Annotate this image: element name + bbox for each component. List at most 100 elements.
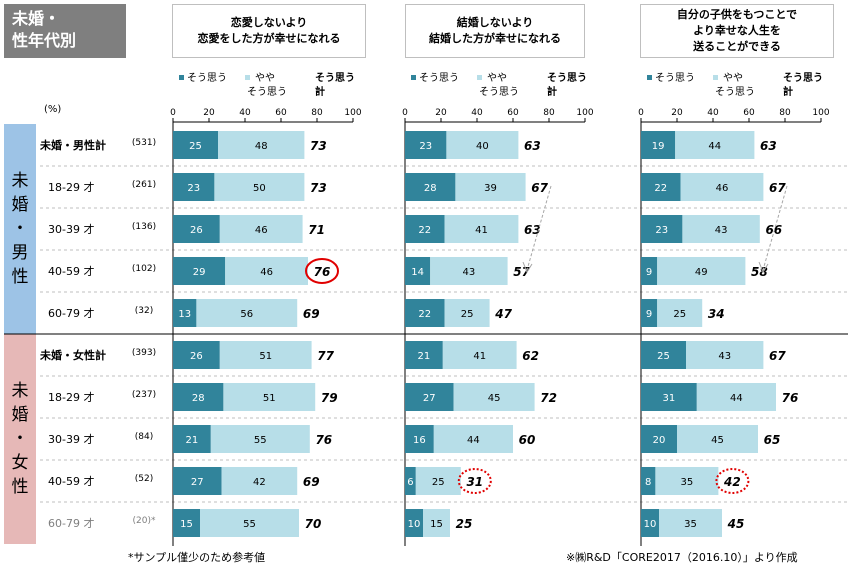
row-label: 60-79 才 bbox=[48, 307, 95, 320]
bar-weak-label: 51 bbox=[259, 351, 272, 362]
bar-weak bbox=[444, 215, 519, 243]
row-label: 18-29 才 bbox=[48, 181, 95, 194]
group-label-char: 性 bbox=[11, 477, 29, 497]
bar-strong bbox=[641, 173, 681, 201]
bar-weak bbox=[430, 257, 508, 285]
bar-strong bbox=[641, 215, 683, 243]
bar-weak bbox=[444, 299, 490, 327]
bar-strong bbox=[405, 215, 445, 243]
bar-strong-label: 9 bbox=[646, 267, 652, 278]
bar-weak-label: 49 bbox=[695, 267, 708, 278]
legend-strong: そう思う bbox=[419, 73, 459, 84]
bar-weak-label: 44 bbox=[708, 141, 721, 152]
bar-strong bbox=[641, 341, 686, 369]
row-sample-size: (261) bbox=[131, 180, 157, 190]
total-label: 70 bbox=[305, 517, 322, 531]
bar-strong-label: 23 bbox=[187, 183, 200, 194]
bar-weak bbox=[696, 383, 776, 411]
total-label: 63 bbox=[524, 223, 541, 237]
bar-weak bbox=[210, 425, 310, 453]
question-header-3: 自分の子供をもつことで より幸せな人生を 送ることができる bbox=[640, 4, 834, 58]
bar-strong bbox=[173, 509, 200, 537]
legend-weak-line-1: やや bbox=[255, 73, 275, 84]
x-tick-label: 20 bbox=[203, 108, 215, 118]
bar-strong-label: 31 bbox=[663, 393, 676, 404]
bar-strong bbox=[405, 173, 456, 201]
row-sample-size: (102) bbox=[131, 264, 157, 274]
bar-weak bbox=[214, 173, 305, 201]
x-tick-label: 0 bbox=[638, 108, 644, 118]
total-label: 69 bbox=[303, 307, 320, 321]
legend-swatch-strong bbox=[647, 75, 652, 80]
row-sample-size: (20)* bbox=[132, 516, 156, 526]
bar-weak bbox=[196, 299, 298, 327]
row-label: 未婚・男性計 bbox=[40, 139, 106, 152]
bar-strong-label: 21 bbox=[418, 351, 431, 362]
bar-weak-label: 48 bbox=[255, 141, 268, 152]
trend-arrow-head bbox=[758, 261, 769, 274]
bar-weak-label: 46 bbox=[716, 183, 729, 194]
bar-strong bbox=[173, 425, 211, 453]
bar-strong bbox=[405, 341, 443, 369]
legend-swatch-weak bbox=[245, 75, 250, 80]
bar-weak bbox=[219, 215, 303, 243]
bar-weak bbox=[200, 509, 299, 537]
legend-strong: そう思う bbox=[187, 73, 227, 84]
bar-strong-label: 28 bbox=[424, 183, 437, 194]
bar-strong bbox=[173, 299, 197, 327]
trend-arrow-head bbox=[522, 261, 533, 274]
bar-strong-label: 9 bbox=[646, 309, 652, 320]
bar-strong-label: 26 bbox=[190, 225, 203, 236]
x-tick-label: 40 bbox=[707, 108, 719, 118]
bar-weak-label: 46 bbox=[255, 225, 268, 236]
total-label: 76 bbox=[782, 391, 799, 405]
bar-strong bbox=[173, 341, 220, 369]
bar-weak bbox=[423, 509, 450, 537]
x-tick-label: 40 bbox=[471, 108, 483, 118]
bar-weak-label: 42 bbox=[253, 477, 266, 488]
bar-strong bbox=[641, 425, 677, 453]
row-label: 18-29 才 bbox=[48, 391, 95, 404]
bar-strong-label: 22 bbox=[654, 183, 667, 194]
bar-weak-label: 56 bbox=[240, 309, 253, 320]
question-header-1: 恋愛しないより 恋愛をした方が幸せになれる bbox=[172, 4, 366, 58]
total-label: 73 bbox=[310, 181, 327, 195]
bar-strong bbox=[405, 383, 454, 411]
bar-strong bbox=[641, 299, 658, 327]
legend-total-line-1: そう思う bbox=[315, 73, 355, 84]
title-line-1: 未婚・ bbox=[12, 9, 61, 28]
group-label-female: 未婚・女性 bbox=[4, 334, 36, 544]
bar-strong bbox=[173, 467, 222, 495]
row-sample-size: (32) bbox=[134, 306, 154, 316]
bar-strong-label: 23 bbox=[655, 225, 668, 236]
bar-weak-label: 44 bbox=[730, 393, 743, 404]
group-label-char: 未 bbox=[11, 381, 29, 401]
total-label: 67 bbox=[531, 181, 548, 195]
bar-weak bbox=[675, 131, 755, 159]
bar-weak-label: 51 bbox=[263, 393, 276, 404]
bar-strong-label: 29 bbox=[193, 267, 206, 278]
title-line-2: 性年代別 bbox=[12, 31, 77, 50]
bar-weak-label: 35 bbox=[684, 519, 697, 530]
x-tick-label: 100 bbox=[344, 108, 361, 118]
bar-strong bbox=[641, 383, 697, 411]
total-label: 71 bbox=[308, 223, 325, 237]
bar-strong bbox=[405, 131, 447, 159]
bar-weak-label: 46 bbox=[260, 267, 273, 278]
bar-weak-label: 25 bbox=[461, 309, 474, 320]
bar-strong-label: 10 bbox=[644, 519, 657, 530]
x-tick-label: 0 bbox=[402, 108, 408, 118]
bar-weak bbox=[415, 467, 461, 495]
x-tick-label: 60 bbox=[275, 108, 287, 118]
bar-weak-label: 15 bbox=[430, 519, 443, 530]
bar-weak bbox=[655, 467, 719, 495]
total-label: 62 bbox=[522, 349, 539, 363]
total-label: 69 bbox=[303, 475, 320, 489]
row-sample-size: (52) bbox=[134, 474, 154, 484]
bar-weak bbox=[659, 509, 722, 537]
x-tick-label: 60 bbox=[743, 108, 755, 118]
bar-strong-label: 27 bbox=[191, 477, 204, 488]
bar-weak bbox=[221, 467, 298, 495]
bar-weak-label: 25 bbox=[432, 477, 445, 488]
legend-weak-line-2: そう思う bbox=[247, 87, 287, 98]
